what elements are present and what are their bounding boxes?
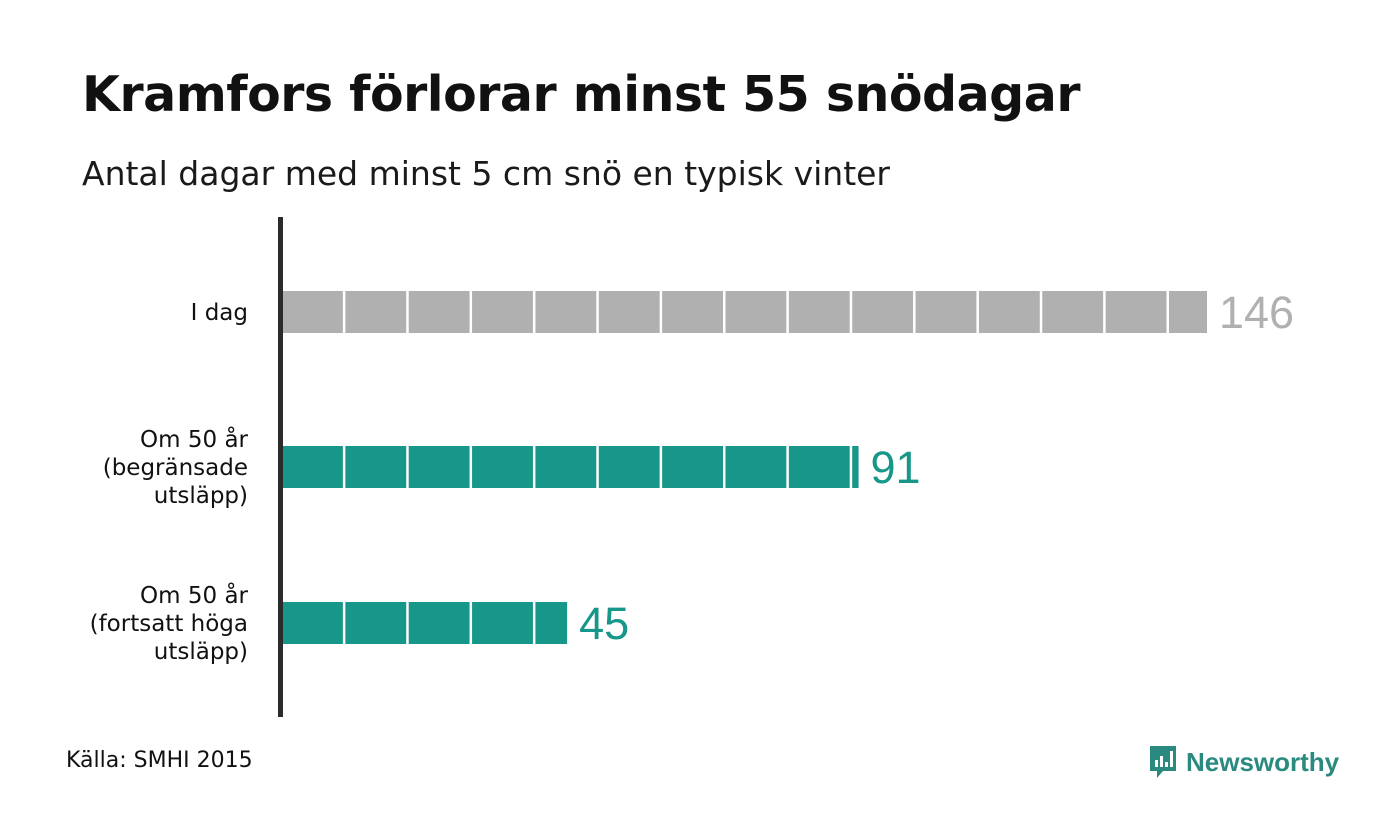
bar-block: [598, 446, 660, 488]
bar-group: [282, 602, 568, 644]
speech-bubble-bar-chart-icon: [1150, 746, 1176, 778]
brand-name: Newsworthy: [1186, 746, 1340, 777]
bar-block: [535, 291, 597, 333]
bar-block: [978, 291, 1040, 333]
bar-block: [345, 602, 407, 644]
bar-group: [282, 446, 859, 488]
bar-block: [472, 291, 533, 333]
bar-block: [282, 446, 343, 488]
bar-block: [472, 446, 533, 488]
category-label: I dag: [191, 300, 248, 326]
bar-block: [915, 291, 977, 333]
bar-block: [472, 602, 533, 644]
bar-block: [598, 291, 660, 333]
bar-block: [1168, 291, 1207, 333]
bar-group: [282, 291, 1207, 333]
bar-block: [345, 446, 407, 488]
bar-block: [535, 602, 568, 644]
bar-block: [852, 291, 914, 333]
bar-block: [408, 602, 470, 644]
source-note: Källa: SMHI 2015: [66, 748, 253, 773]
category-label: Om 50 år (begränsade utsläpp): [103, 425, 249, 509]
bar-block: [1105, 291, 1167, 333]
bar-block: [725, 291, 787, 333]
brand-logo[interactable]: Newsworthy: [1148, 744, 1339, 780]
bar-value-label: 146: [1219, 287, 1294, 338]
bar-block: [788, 291, 850, 333]
bar-block: [725, 446, 787, 488]
bar-value-label: 45: [579, 598, 629, 649]
bar-block: [535, 446, 597, 488]
bar-block: [282, 602, 343, 644]
chart-subtitle: Antal dagar med minst 5 cm snö en typisk…: [82, 154, 891, 193]
bar-block: [662, 446, 723, 488]
bar-block: [282, 291, 343, 333]
chart-title: Kramfors förlorar minst 55 snödagar: [82, 66, 1080, 123]
bar-block: [788, 446, 850, 488]
bar-block: [662, 291, 723, 333]
category-label: Om 50 år (fortsatt höga utsläpp): [90, 581, 249, 665]
bar-block: [408, 446, 470, 488]
baseline-axis: [278, 217, 283, 717]
bar-block: [408, 291, 470, 333]
bar-block: [1042, 291, 1104, 333]
bar-block: [345, 291, 407, 333]
bar-value-label: 91: [871, 442, 921, 493]
bar-block: [852, 446, 859, 488]
